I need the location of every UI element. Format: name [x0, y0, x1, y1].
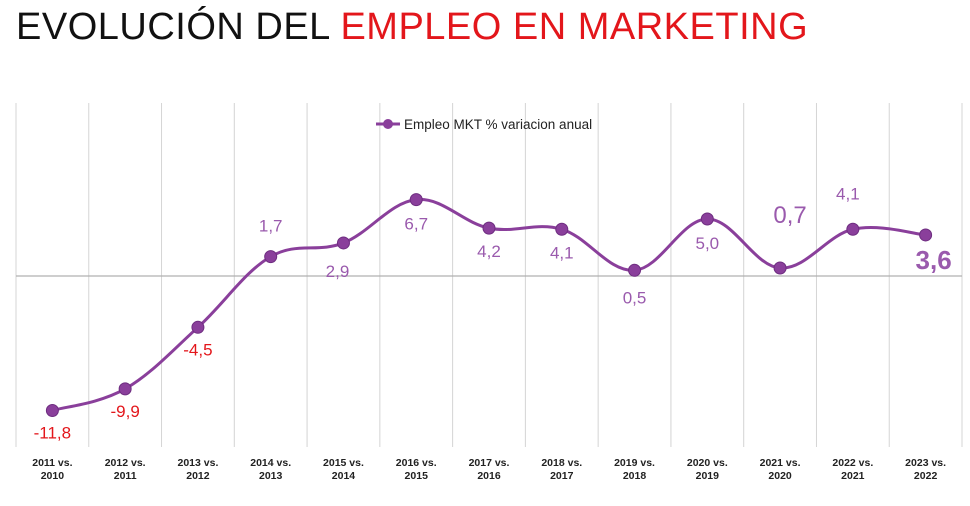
x-tick-label-7: 2018 vs. 2017: [541, 457, 582, 482]
data-label-6: 4,2: [477, 242, 501, 261]
data-label-5: 6,7: [404, 215, 428, 234]
x-tick-label-4: 2015 vs. 2014: [323, 457, 364, 482]
data-label-4: 2,9: [326, 262, 350, 281]
data-point-6: [482, 221, 496, 235]
x-tick-label-3: 2014 vs. 2013: [250, 457, 291, 482]
page-title-accent: EMPLEO EN MARKETING: [340, 6, 809, 48]
legend: Empleo MKT % variacion anual: [376, 117, 592, 132]
x-tick-label-11: 2022 vs. 2021: [832, 457, 873, 482]
data-point-10: [773, 261, 787, 275]
x-tick-label-1: 2012 vs. 2011: [105, 457, 146, 482]
data-label-0: -11,8: [34, 424, 72, 443]
data-point-8: [628, 263, 642, 277]
data-label-11: 4,1: [836, 184, 860, 203]
data-label-8: 0,5: [623, 288, 647, 307]
page-title-main: EVOLUCIÓN DEL: [16, 6, 341, 48]
x-tick-label-6: 2017 vs. 2016: [469, 457, 510, 482]
data-point-2: [191, 320, 205, 334]
data-labels: -11,8 -9,9 -4,5 1,7 2,9 6,7 4,2 4,1 0,5 5,0 0,7 4,1…: [34, 184, 952, 442]
data-label-3: 1,7: [259, 217, 283, 236]
data-label-1: -9,9: [111, 402, 140, 421]
data-label-2: -4,5: [183, 340, 212, 359]
data-label-7: 4,1: [550, 243, 574, 262]
data-point-12: [919, 228, 933, 242]
data-point-5: [409, 193, 423, 207]
data-point-4: [336, 236, 350, 250]
x-tick-label-5: 2016 vs. 2015: [396, 457, 437, 482]
data-label-12: 3,6: [916, 245, 952, 275]
x-tick-label-0: 2011 vs. 2010: [32, 457, 72, 482]
data-label-9: 5,0: [695, 234, 719, 253]
data-label-10: 0,7: [773, 202, 806, 229]
data-point-7: [555, 222, 569, 236]
x-tick-label-10: 2021 vs. 2020: [760, 457, 801, 482]
gridlines: [15, 103, 963, 447]
x-tick-label-2: 2013 vs. 2012: [177, 457, 218, 482]
x-tick-label-8: 2019 vs. 2018: [614, 457, 655, 482]
data-point-1: [118, 382, 132, 396]
x-tick-label-12: 2023 vs. 2022: [905, 457, 946, 482]
data-points: [45, 193, 933, 418]
x-axis-tick-labels: 2011 vs. 2010 2012 vs. 2011 2013 vs. 2012 2014…: [32, 457, 946, 482]
data-point-11: [846, 222, 860, 236]
data-point-9: [700, 212, 714, 226]
page-title: EVOLUCIÓN DEL EMPLEO EN MARKETING: [16, 6, 808, 49]
x-tick-label-9: 2020 vs. 2019: [687, 457, 728, 482]
data-point-3: [264, 250, 278, 264]
legend-series-label: Empleo MKT % variacion anual: [404, 117, 592, 132]
data-point-0: [45, 404, 59, 418]
legend-series-marker: [383, 119, 393, 129]
